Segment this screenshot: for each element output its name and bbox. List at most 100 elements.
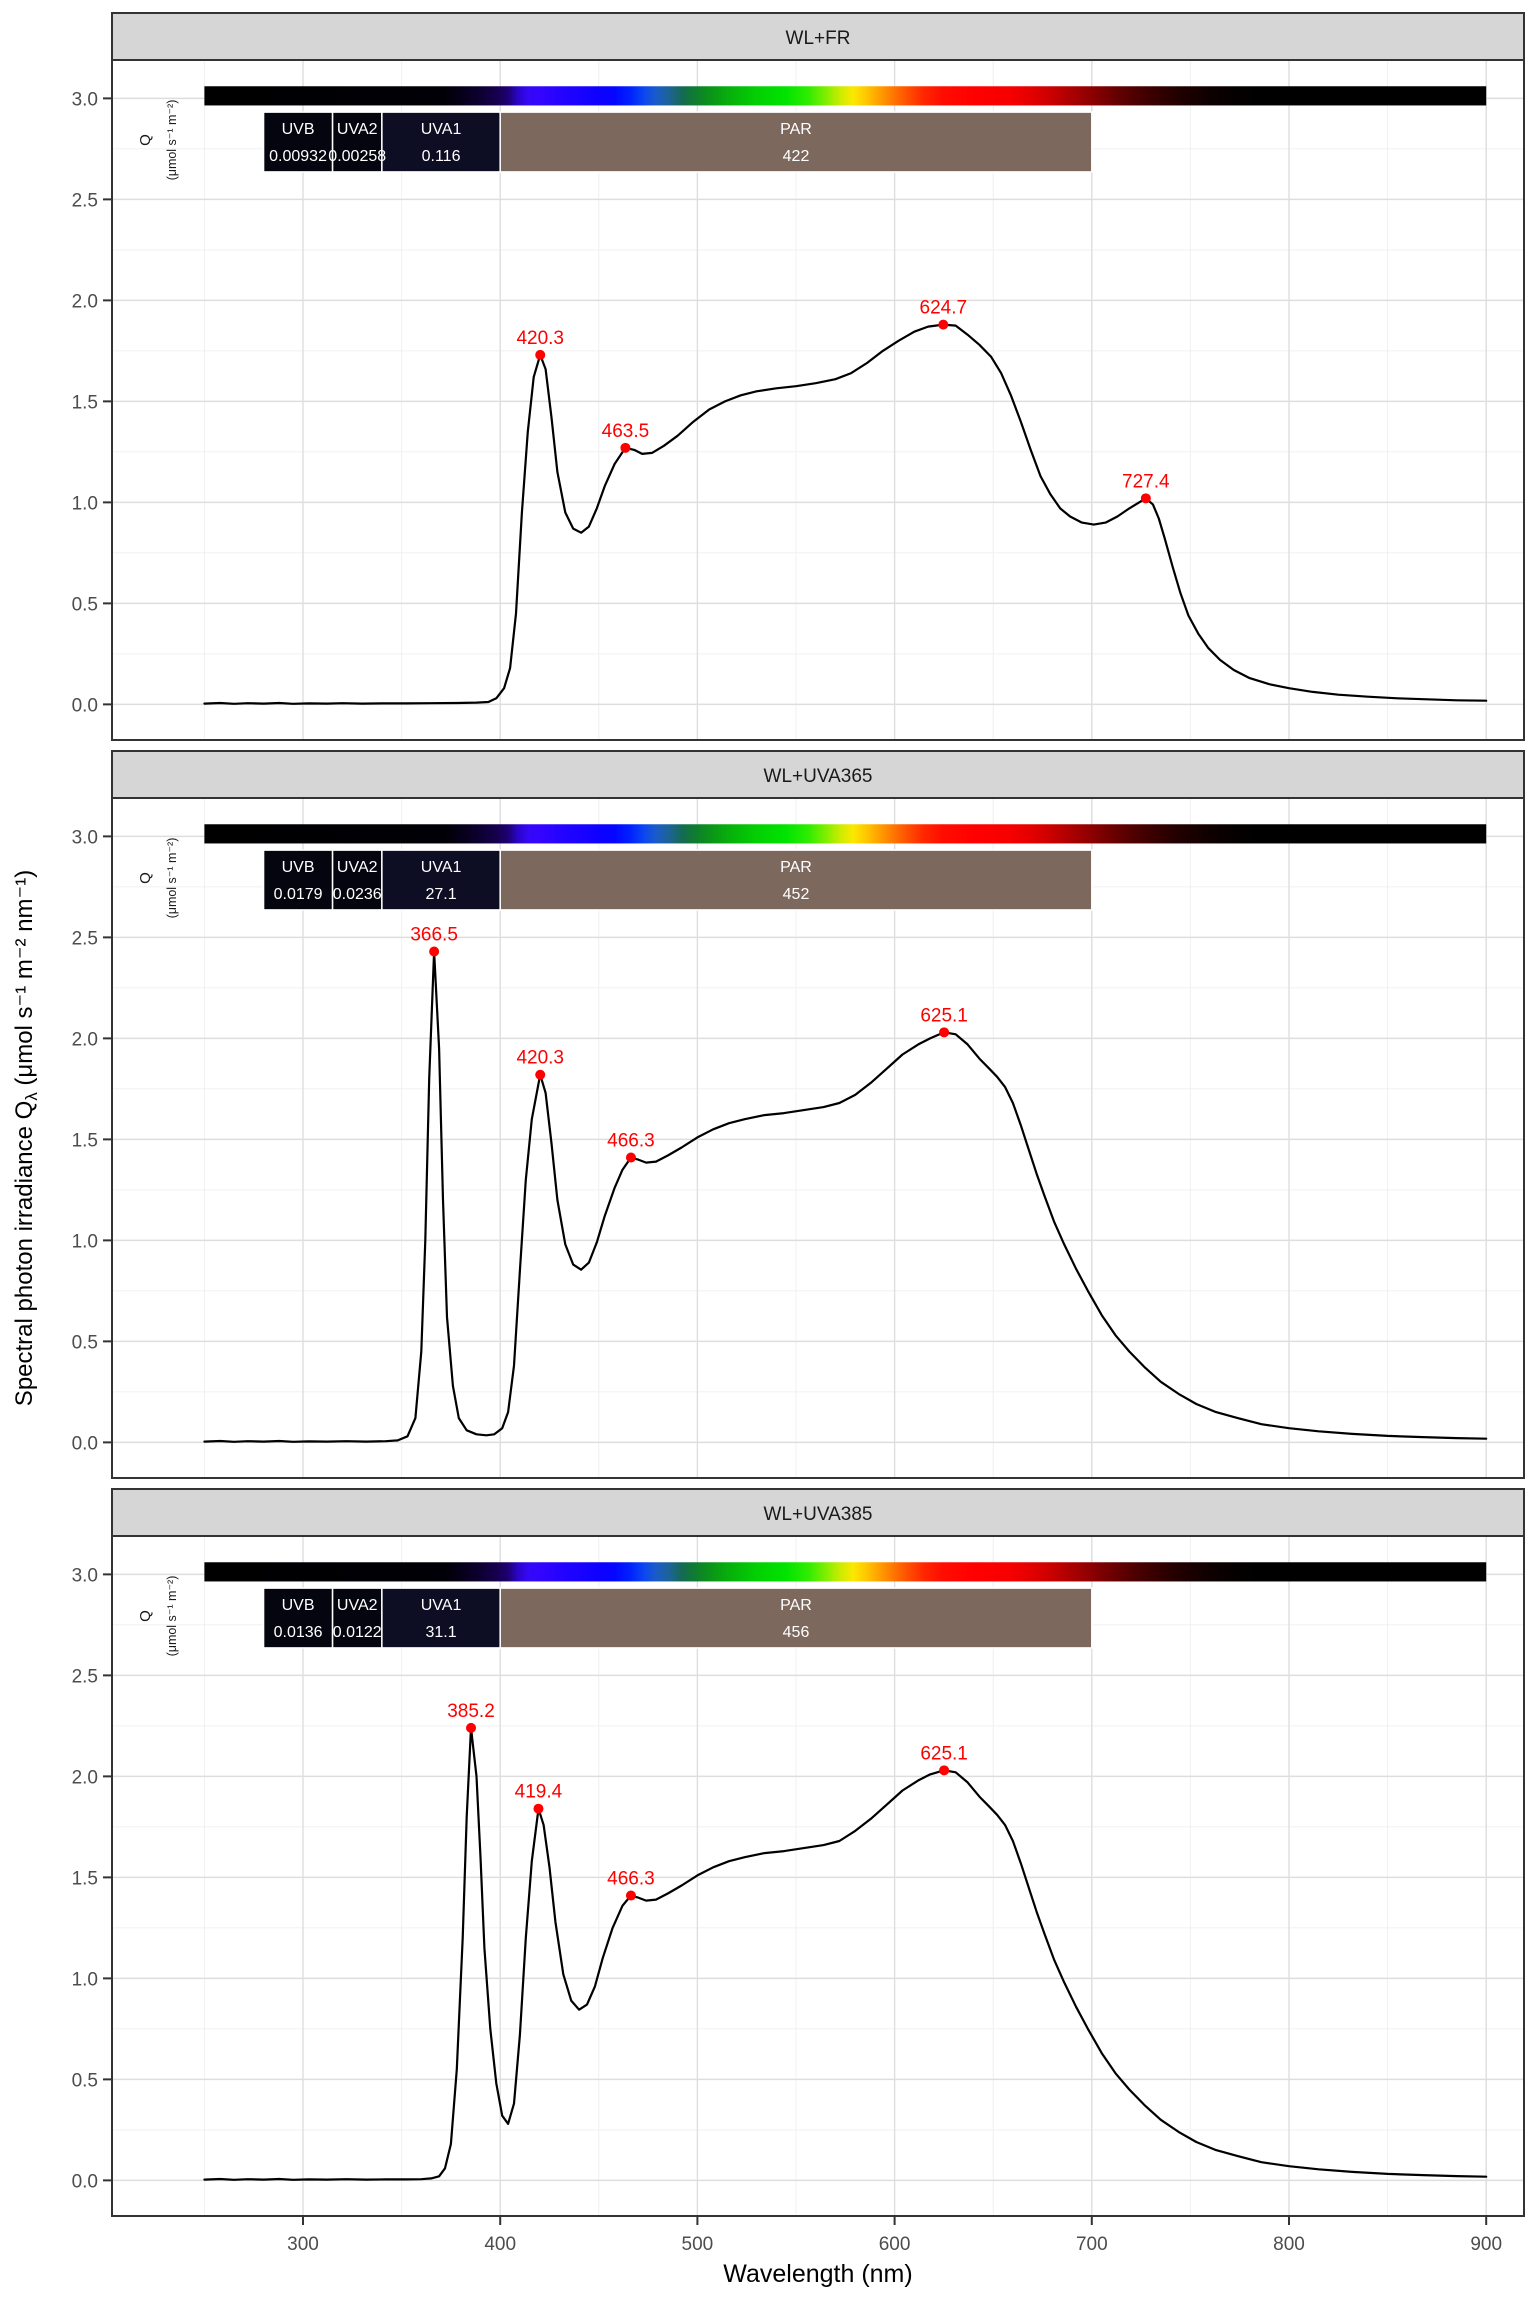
y-axis: 0.0 0.5 1.0 1.5 2.0 2.5 3.0 [72, 1565, 112, 2192]
guide-q-label: Q [137, 872, 154, 884]
y-tick-label: 1.5 [72, 1868, 98, 1889]
panel-wl-fr: UVB 0.00932 UVA2 0.00258 UVA1 0.116 PAR 422 Q (μm… [72, 12, 1525, 741]
peak-marker [535, 1069, 546, 1080]
peak-marker [939, 1765, 950, 1776]
band-box-uva2 [331, 849, 383, 911]
band-label-uvb: UVB [282, 121, 315, 138]
peak-label: 466.3 [607, 1131, 655, 1152]
panel-wl-uva365: UVB 0.0179 UVA2 0.0236 UVA1 27.1 PAR 452 Q (μmol … [72, 750, 1525, 1479]
x-tick-label: 900 [1470, 2234, 1502, 2255]
panel-border [111, 59, 1525, 741]
spectrum-color-bar [204, 86, 1487, 106]
peak-label: 466.3 [607, 1869, 655, 1890]
y-tick-label: 0.0 [72, 1433, 98, 1454]
peak-label: 727.4 [1122, 471, 1170, 492]
peak-label: 385.2 [447, 1701, 495, 1722]
y-tick-label: 0.5 [72, 1332, 98, 1353]
band-box-uva1 [381, 111, 501, 173]
y-axis-title-units: (μmol s⁻¹ m⁻² nm⁻¹) [11, 869, 39, 1093]
band-value-uva2: 0.0236 [333, 886, 382, 903]
peak-marker [625, 1890, 636, 1901]
peak-label: 625.1 [920, 1743, 968, 1764]
x-tick-label: 400 [484, 2234, 516, 2255]
band-label-par: PAR [780, 121, 812, 138]
x-tick-label: 300 [287, 2234, 319, 2255]
x-tick-label: 700 [1076, 2234, 1108, 2255]
guide-q-label: Q [137, 1610, 154, 1622]
y-axis: 0.0 0.5 1.0 1.5 2.0 2.5 3.0 [72, 89, 112, 716]
peak-label: 419.4 [515, 1782, 563, 1803]
y-tick-label: 3.0 [72, 1565, 98, 1586]
spectral-curve-wl-uva385 [203, 1726, 1488, 2181]
band-box-par [499, 111, 1093, 173]
panel-wl-uva385: UVB 0.0136 UVA2 0.0122 UVA1 31.1 PAR 456 Q (μmol … [72, 1488, 1525, 2217]
y-tick-label: 2.5 [72, 928, 98, 949]
guide-q-units: (μmol s⁻¹ m⁻²) [165, 100, 179, 181]
y-tick-label: 0.0 [72, 695, 98, 716]
peak-marker [938, 319, 949, 330]
peak-label: 624.7 [920, 298, 968, 319]
spectral-curve-wl-uva365 [203, 950, 1488, 1443]
guide-q-units: (μmol s⁻¹ m⁻²) [165, 838, 179, 919]
band-value-uvb: 0.0179 [274, 886, 323, 903]
facet-title: WL+UVA385 [764, 1504, 873, 1525]
y-tick-label: 0.5 [72, 594, 98, 615]
band-label-par: PAR [780, 1597, 812, 1614]
band-value-uvb: 0.00932 [269, 148, 327, 165]
y-axis-title: Spectral photon irradiance Qλ (μmol s⁻¹ … [10, 870, 42, 1406]
band-value-uva1: 27.1 [425, 886, 456, 903]
guide-q-label: Q [137, 134, 154, 146]
band-value-uva2: 0.00258 [328, 148, 386, 165]
y-tick-label: 0.5 [72, 2070, 98, 2091]
facet-strip [111, 1488, 1525, 1537]
y-tick-label: 1.0 [72, 493, 98, 514]
waveband-summaries: UVB 0.0179 UVA2 0.0236 UVA1 27.1 PAR 452 [262, 849, 1093, 911]
waveband-summaries: UVB 0.00932 UVA2 0.00258 UVA1 0.116 PAR 422 [262, 111, 1093, 173]
peak-label: 463.5 [602, 421, 650, 442]
peak-marker [620, 442, 631, 453]
band-box-par [499, 849, 1093, 911]
y-axis: 0.0 0.5 1.0 1.5 2.0 2.5 3.0 [72, 827, 112, 1454]
x-tick-label: 500 [682, 2234, 714, 2255]
band-label-uva2: UVA2 [337, 121, 378, 138]
facet-title: WL+UVA365 [764, 766, 873, 787]
peak-label: 625.1 [920, 1005, 968, 1026]
band-value-par: 452 [783, 886, 810, 903]
panel-border [111, 797, 1525, 1479]
y-tick-label: 2.0 [72, 1029, 98, 1050]
band-value-uva1: 31.1 [425, 1624, 456, 1641]
band-label-uva1: UVA1 [421, 859, 462, 876]
peak-marker [939, 1027, 950, 1038]
y-tick-label: 0.0 [72, 2171, 98, 2192]
y-tick-label: 1.0 [72, 1231, 98, 1252]
y-tick-label: 1.0 [72, 1969, 98, 1990]
peak-marker [535, 349, 546, 360]
spectrum-color-bar [204, 1562, 1487, 1582]
x-axis-title: Wavelength (nm) [723, 2260, 913, 2288]
band-label-uvb: UVB [282, 1597, 315, 1614]
peak-marker [429, 946, 440, 957]
panel-border [111, 1535, 1525, 2217]
peak-label: 366.5 [410, 925, 458, 946]
facet-title: WL+FR [786, 28, 851, 49]
spectral-curve-wl-fr [203, 323, 1488, 705]
x-tick-label: 600 [879, 2234, 911, 2255]
band-label-uva2: UVA2 [337, 859, 378, 876]
y-tick-label: 1.5 [72, 1130, 98, 1151]
spectrum-color-bar [204, 824, 1487, 844]
peak-marker [625, 1152, 636, 1163]
band-label-uva1: UVA1 [421, 1597, 462, 1614]
band-value-uva1: 0.116 [422, 148, 461, 165]
band-label-uva2: UVA2 [337, 1597, 378, 1614]
band-value-par: 456 [783, 1624, 810, 1641]
band-value-uva2: 0.0122 [333, 1624, 382, 1641]
y-tick-label: 2.5 [72, 1666, 98, 1687]
peak-label: 420.3 [516, 328, 564, 349]
band-label-par: PAR [780, 859, 812, 876]
y-tick-label: 1.5 [72, 392, 98, 413]
peak-annotations: 385.2 419.4 466.3 625.1 [447, 1701, 968, 1901]
peak-annotations: 366.5 420.3 466.3 625.1 [410, 925, 968, 1163]
x-tick-label: 800 [1273, 2234, 1305, 2255]
